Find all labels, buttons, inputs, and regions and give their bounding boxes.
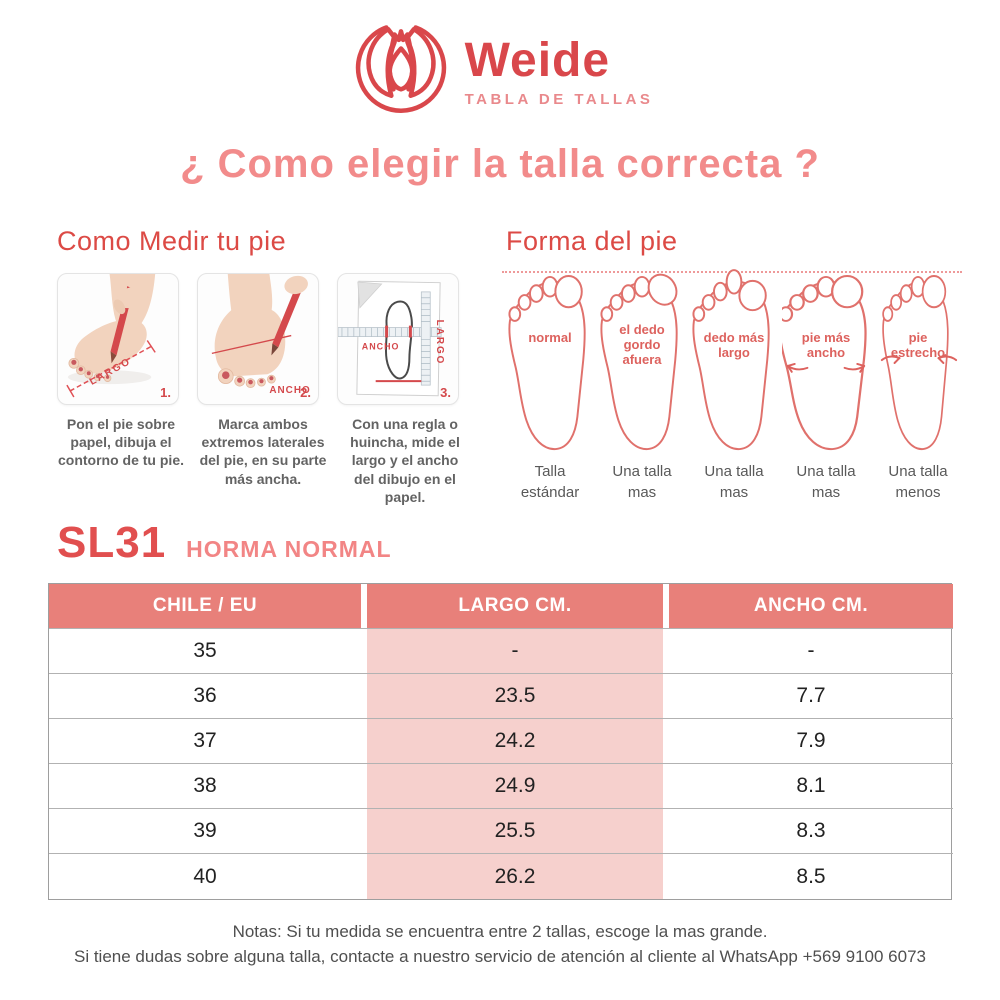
ancho-overlay-label: ANCHO — [362, 341, 400, 351]
step-number-1: 1. — [160, 385, 171, 400]
brand-subtitle: TABLA DE TALLAS — [464, 90, 654, 108]
foot-inner-label: normal — [528, 330, 572, 345]
column-gap — [663, 629, 669, 674]
table-header-chile-eu: CHILE / EU — [49, 584, 361, 629]
table-cell-largo: 23.5 — [367, 674, 663, 719]
largo-overlay-label: LARGO — [434, 320, 445, 366]
table-cell-size: 37 — [49, 719, 361, 764]
foot-outline-icon — [692, 269, 770, 451]
foot-figure-normal: normal Talla estándar — [506, 269, 594, 503]
foot-bottom-label: Una talla mas — [796, 463, 856, 501]
narrow-arrows-icon — [880, 354, 958, 364]
step-number-3: 3. — [440, 385, 451, 400]
column-gap — [361, 674, 367, 719]
foot-inner-label: pie más ancho — [801, 330, 851, 360]
table-cell-ancho: 8.5 — [796, 864, 826, 888]
table-cell-size: 36 — [49, 674, 361, 719]
ancho-overlay-label: ANCHO — [269, 385, 310, 396]
notes: Notas: Si tu medida se encuentra entre 2… — [0, 922, 1000, 967]
table-cell-ancho: 8.3 — [669, 809, 953, 854]
note-line-2: Si tiene dudas sobre alguna talla, conta… — [74, 947, 926, 966]
column-gap — [361, 719, 367, 764]
step-illustration-2: ANCHO — [211, 274, 310, 396]
brand-logo: Weide TABLA DE TALLAS — [0, 12, 1000, 114]
column-gap — [663, 854, 669, 899]
size-table: CHILE / EU LARGO CM. ANCHO CM. 35 - - 36… — [48, 583, 953, 900]
table-cell-size: 38 — [49, 764, 361, 809]
table-header-ancho: ANCHO CM. — [669, 584, 953, 629]
step-number-2: 2. — [300, 385, 311, 400]
column-gap — [663, 584, 669, 629]
table-cell-size: 40 — [193, 864, 217, 888]
forma-section: Forma del pie normal Talla estándar — [502, 226, 962, 503]
foot-bottom-label: Una talla mas — [704, 463, 764, 501]
foot-outline-icon — [508, 275, 586, 451]
table-cell-largo: 26.2 — [367, 854, 663, 899]
foot-figure-pie-mas-ancho: pie más ancho Una talla mas — [782, 269, 870, 503]
table-cell-ancho: 7.7 — [669, 674, 953, 719]
foot-inner-label: pie estrecho — [890, 330, 946, 360]
column-gap — [663, 674, 669, 719]
column-gap — [361, 629, 367, 674]
table-cell-largo: 24.2 — [367, 719, 663, 764]
foot-outline-icon — [600, 273, 678, 451]
step-caption-3: Con una regla o huincha, mide el largo y… — [350, 416, 460, 505]
measure-step-card-3: ANCHO LARGO 3. — [337, 273, 459, 405]
swan-emblem-icon — [355, 25, 446, 114]
column-gap — [663, 809, 669, 854]
step-illustration-1: LARGO — [66, 274, 156, 398]
foot-inner-label: dedo más largo — [703, 330, 765, 360]
forma-heading: Forma del pie — [506, 226, 678, 256]
foot-outline-icon — [782, 275, 867, 451]
foot-bottom-label: Talla estándar — [520, 463, 580, 501]
column-gap — [361, 809, 367, 854]
foot-inner-label: el dedo gordo afuera — [619, 322, 665, 367]
foot-bottom-label: Una talla menos — [888, 463, 948, 501]
foot-bottom-label: Una talla mas — [612, 463, 672, 501]
measure-step-card-2: ANCHO 2. — [197, 273, 319, 405]
step-caption-2: Marca ambos extremos laterales del pie, … — [199, 416, 327, 487]
width-arrows-icon — [786, 363, 866, 373]
brand-name: Weide — [464, 33, 611, 87]
column-gap — [663, 764, 669, 809]
foot-figure-dedo-gordo-afuera: el dedo gordo afuera Una talla mas — [598, 269, 686, 503]
table-cell-largo: 24.9 — [367, 764, 663, 809]
foot-figure-dedo-mas-largo: dedo más largo Una talla mas — [690, 269, 778, 503]
table-cell-ancho: - — [669, 629, 953, 674]
table-header-largo: LARGO CM. — [367, 584, 663, 629]
column-gap — [663, 719, 669, 764]
column-gap — [361, 584, 367, 629]
page-title: ¿ Como elegir la talla correcta ? — [180, 142, 820, 186]
brand-text: Weide TABLA DE TALLAS — [465, 19, 654, 108]
table-cell-ancho: 8.1 — [669, 764, 953, 809]
measure-step-card-1: LARGO 1. — [57, 273, 179, 405]
step-caption-1: Pon el pie sobre papel, dibuja el contor… — [58, 416, 184, 469]
column-gap — [361, 764, 367, 809]
table-cell-ancho: 7.9 — [669, 719, 953, 764]
measure-step-cards: LARGO 1. — [57, 273, 469, 405]
foot-outline-icon — [880, 275, 958, 451]
note-line-1: Notas: Si tu medida se encuentra entre 2… — [232, 922, 768, 941]
feet-row: normal Talla estándar el dedo gordo afue… — [502, 269, 962, 503]
step-illustration-3: ANCHO LARGO — [338, 280, 445, 397]
product-code: SL31 — [57, 518, 167, 567]
product-style: HORMA NORMAL — [186, 536, 392, 562]
foot-figure-pie-estrecho: pie estrecho Una talla menos — [874, 269, 962, 503]
table-cell-largo: 25.5 — [367, 809, 663, 854]
table-cell-size: 39 — [49, 809, 361, 854]
product-heading: SL31 HORMA NORMAL — [57, 518, 392, 568]
column-gap — [361, 854, 367, 899]
measure-captions: Pon el pie sobre papel, dibuja el contor… — [57, 415, 469, 506]
table-cell-size: 35 — [49, 629, 361, 674]
measure-heading: Como Medir tu pie — [57, 226, 287, 256]
table-cell-largo: - — [367, 629, 663, 674]
measure-section: Como Medir tu pie — [57, 226, 469, 506]
